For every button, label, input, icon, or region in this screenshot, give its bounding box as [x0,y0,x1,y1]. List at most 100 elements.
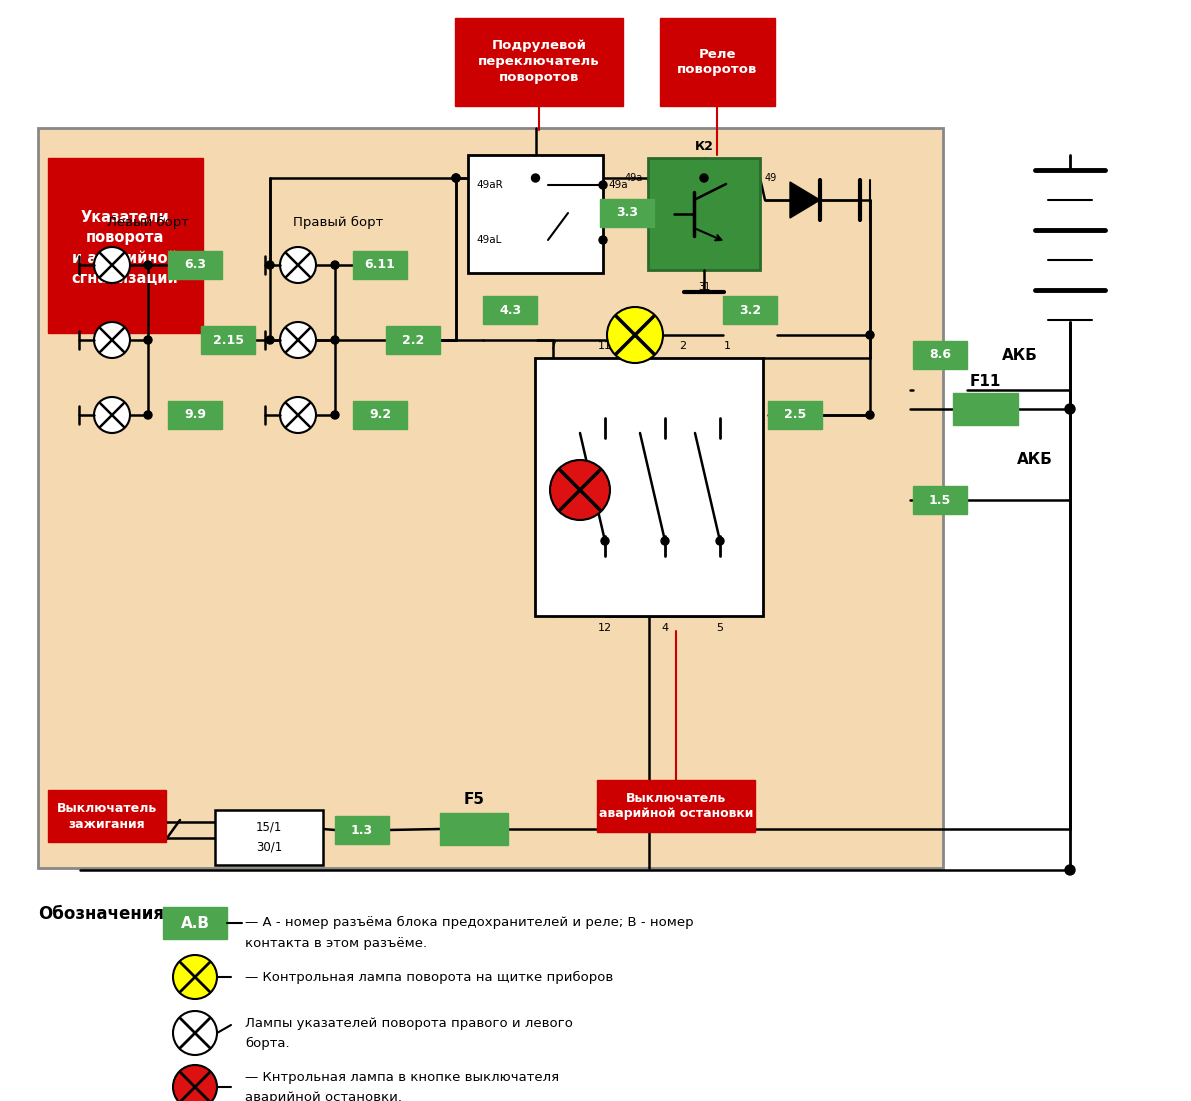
Text: 2.2: 2.2 [401,334,424,347]
Text: 5: 5 [717,623,723,633]
Circle shape [266,336,274,344]
Text: Указатели
поворота
и аварийной
сгнализации: Указатели поворота и аварийной сгнализац… [71,210,179,285]
Text: АКБ: АКБ [1017,453,1053,468]
Circle shape [550,460,610,520]
Text: Лампы указателей поворота правого и левого: Лампы указателей поворота правого и лево… [245,1016,573,1029]
Circle shape [716,537,724,545]
Text: А.В: А.В [181,916,210,930]
Bar [723,296,777,324]
Circle shape [1065,865,1075,875]
Text: 9.2: 9.2 [369,408,391,422]
Circle shape [599,236,607,244]
Bar [353,251,407,279]
Text: 3.3: 3.3 [616,207,638,219]
Text: 49aL: 49aL [476,235,501,246]
Circle shape [1065,404,1075,414]
Circle shape [144,261,152,269]
Text: Левый борт: Левый борт [107,216,189,229]
Text: F5: F5 [463,792,485,807]
Text: 49a: 49a [607,179,628,190]
Bar [168,401,222,429]
Text: Правый борт: Правый борт [293,216,384,229]
Bar [439,813,509,844]
Text: Подрулевой
переключатель
поворотов: Подрулевой переключатель поворотов [479,40,600,85]
Text: Обозначения:: Обозначения: [38,905,170,923]
Text: 1: 1 [723,341,730,351]
Text: — Кнтрольная лампа в кнопке выключателя: — Кнтрольная лампа в кнопке выключателя [245,1070,559,1083]
Bar [38,128,943,868]
Text: 49: 49 [765,173,778,183]
Text: 49aR: 49aR [476,179,503,190]
Bar [648,159,760,270]
Text: Реле
поворотов: Реле поворотов [676,47,757,76]
Circle shape [607,307,663,363]
Text: 4: 4 [661,623,668,633]
Circle shape [266,261,274,269]
Text: борта.: борта. [245,1036,289,1049]
Circle shape [173,1011,217,1055]
Circle shape [331,336,339,344]
Bar [953,393,1018,425]
Text: 3.2: 3.2 [738,304,761,316]
Bar [48,791,166,842]
Bar [353,401,407,429]
Circle shape [453,174,460,182]
Text: 2.15: 2.15 [212,334,243,347]
Bar [335,816,389,844]
Bar [168,251,222,279]
Text: контакта в этом разъёме.: контакта в этом разъёме. [245,937,428,949]
Bar [535,358,763,615]
Text: К2: К2 [694,140,713,153]
Text: 31: 31 [698,282,710,292]
Text: 30/1: 30/1 [256,840,282,853]
Circle shape [331,261,339,269]
Circle shape [144,411,152,419]
Bar [600,199,654,227]
Circle shape [866,411,874,419]
Text: Выключатель
зажигания: Выключатель зажигания [57,802,157,830]
Bar [468,155,603,273]
Text: 4.3: 4.3 [499,304,522,316]
Text: Выключатель
аварийной остановки: Выключатель аварийной остановки [599,792,753,820]
Text: 6.3: 6.3 [183,259,206,272]
Bar [455,18,623,106]
Circle shape [280,247,316,283]
Bar [768,401,822,429]
Text: аварийной остановки.: аварийной остановки. [245,1090,403,1101]
Bar [597,780,755,832]
Text: 7: 7 [549,341,556,351]
Circle shape [94,247,130,283]
Bar [216,810,323,865]
Text: 1.3: 1.3 [351,824,373,837]
Circle shape [173,1065,217,1101]
Text: — Контрольная лампа поворота на щитке приборов: — Контрольная лампа поворота на щитке пр… [245,970,613,983]
Text: 11: 11 [598,341,612,351]
Bar [484,296,537,324]
Bar [913,341,967,369]
Text: 1.5: 1.5 [929,493,952,506]
Text: 12: 12 [598,623,612,633]
Bar [913,486,967,514]
Text: 9.9: 9.9 [183,408,206,422]
Circle shape [531,174,540,182]
Bar [163,907,227,939]
Text: 15/1: 15/1 [256,820,282,833]
Text: F11: F11 [969,373,1000,389]
Text: — А - номер разъёма блока предохранителей и реле; В - номер: — А - номер разъёма блока предохранителе… [245,915,693,928]
Circle shape [144,336,152,344]
Circle shape [280,397,316,433]
Circle shape [700,174,707,182]
Bar [660,18,775,106]
Circle shape [866,331,874,339]
Bar [48,159,202,333]
Circle shape [331,411,339,419]
Polygon shape [790,182,819,218]
Text: 6.11: 6.11 [364,259,395,272]
Text: 8.6: 8.6 [929,349,950,361]
Circle shape [280,321,316,358]
Bar [201,326,255,355]
Text: 2: 2 [679,341,686,351]
Text: 49a: 49a [625,173,643,183]
Bar [386,326,439,355]
Circle shape [661,537,669,545]
